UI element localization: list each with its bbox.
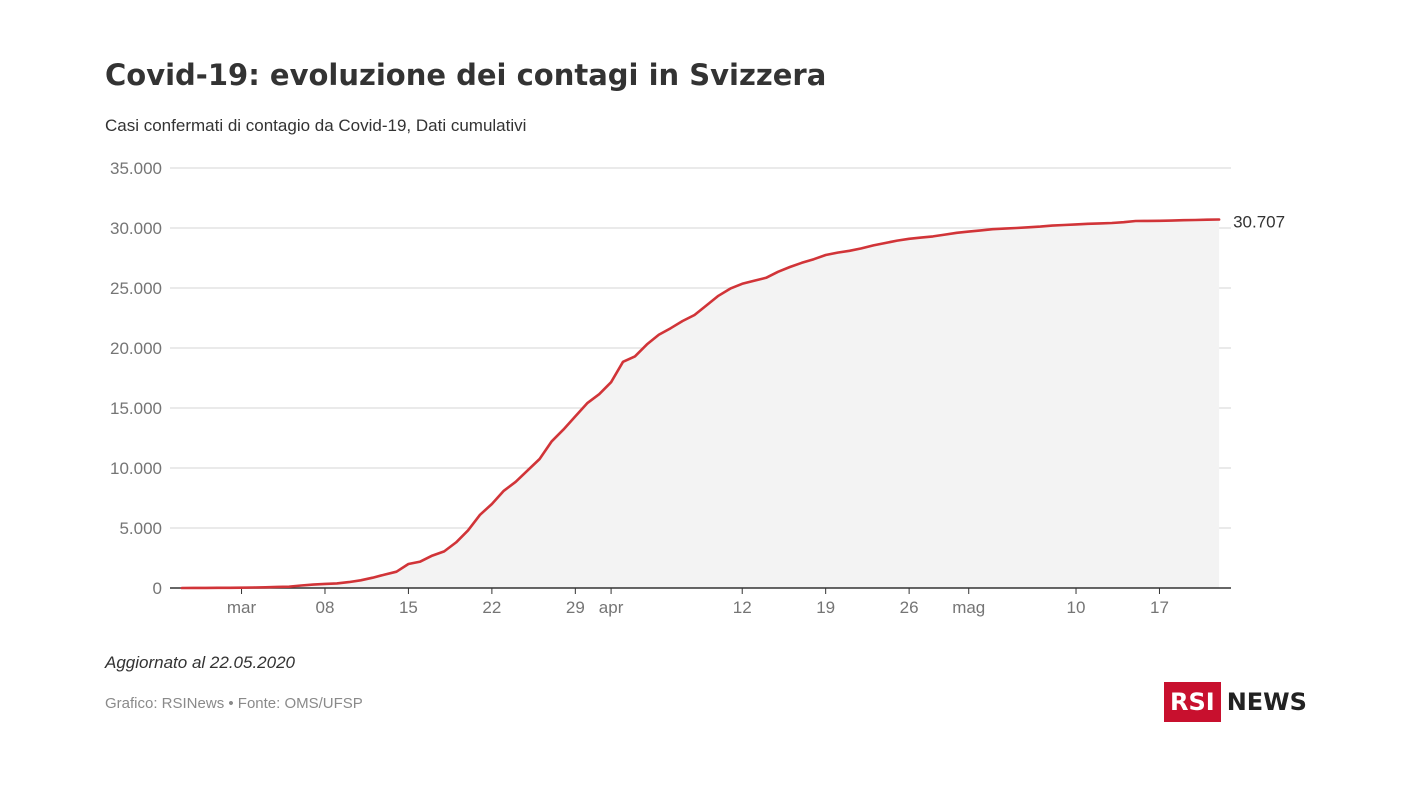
area-fill xyxy=(181,219,1220,588)
x-tick-label: 12 xyxy=(733,598,752,617)
x-tick-label: 15 xyxy=(399,598,418,617)
x-tick-label: apr xyxy=(599,598,624,617)
x-tick-label: 22 xyxy=(482,598,501,617)
logo-word: NEWS xyxy=(1226,688,1307,716)
end-value-label: 30.707 xyxy=(1233,213,1285,232)
line-chart: 0 5.000 10.000 15.000 20.000 25.000 30.000 35.0… xyxy=(110,159,1285,617)
y-tick-label: 0 xyxy=(153,579,162,598)
x-tick-label: 26 xyxy=(900,598,919,617)
y-tick-label: 5.000 xyxy=(119,519,162,538)
x-tick-label: mar xyxy=(227,598,257,617)
x-tick-label: 17 xyxy=(1150,598,1169,617)
y-tick-label: 25.000 xyxy=(110,279,162,298)
logo-box: RSI xyxy=(1164,682,1221,722)
chart-title: Covid-19: evoluzione dei contagi in Sviz… xyxy=(105,58,827,92)
x-tick-label: 08 xyxy=(316,598,335,617)
x-tick-label: 19 xyxy=(816,598,835,617)
x-tick-label: 10 xyxy=(1067,598,1086,617)
y-tick-label: 30.000 xyxy=(110,219,162,238)
rsi-news-logo: RSI NEWS xyxy=(1164,682,1307,722)
chart-area: 0 5.000 10.000 15.000 20.000 25.000 30.000 35.0… xyxy=(0,150,1408,630)
y-tick-label: 20.000 xyxy=(110,339,162,358)
y-tick-label: 35.000 xyxy=(110,159,162,178)
x-tick-label: mag xyxy=(952,598,985,617)
chart-subtitle: Casi confermati di contagio da Covid-19,… xyxy=(105,116,527,135)
source-credit: Grafico: RSINews • Fonte: OMS/UFSP xyxy=(105,695,363,712)
y-tick-label: 10.000 xyxy=(110,459,162,478)
y-tick-label: 15.000 xyxy=(110,399,162,418)
series-line xyxy=(180,218,1221,590)
update-note: Aggiornato al 22.05.2020 xyxy=(105,653,295,672)
x-tick-label: 29 xyxy=(566,598,585,617)
